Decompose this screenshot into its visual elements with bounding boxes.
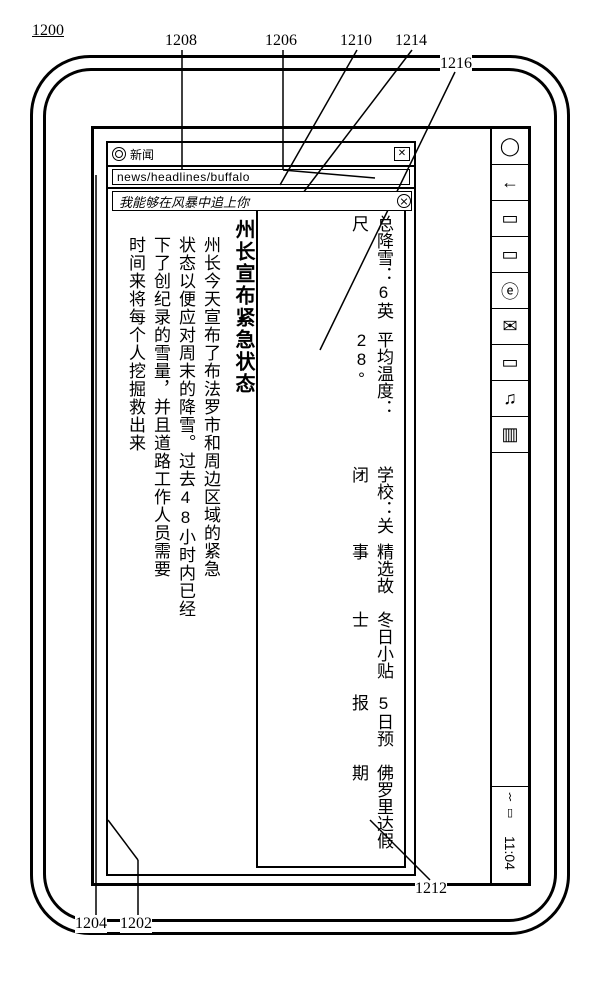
callout-1212: 1212 — [415, 880, 447, 898]
mail-icon[interactable]: ✉ — [492, 309, 528, 345]
titlebar: 新闻 ✕ — [108, 143, 414, 167]
stat-temp: 平均温度：28° — [266, 331, 396, 460]
window-title: 新闻 — [130, 146, 388, 163]
article: 州长宣布紧急状态 州长今天宣布了布法罗市和周边区域的紧急 状态以便应对周末的降雪… — [118, 219, 258, 874]
article-line-4: 时间来将每个人挖掘救出来 — [123, 219, 148, 874]
close-button[interactable]: ✕ — [394, 147, 410, 161]
tray-icons[interactable]: ⌇ ▯ — [492, 787, 528, 823]
article-headline: 州长宣布紧急状态 — [229, 219, 258, 874]
stat-school: 学校：关闭 — [266, 466, 396, 543]
search-bar[interactable]: 我能够在风暴中追上你 — [112, 191, 412, 211]
link-winter-tips[interactable]: 冬日小贴士 — [266, 611, 396, 688]
clear-icon[interactable] — [397, 194, 411, 208]
url-text: news/headlines/buffalo — [117, 170, 250, 184]
chart-icon[interactable]: ▥ — [492, 417, 528, 453]
tablet-bezel-inner: 新闻 ✕ news/headlines/buffalo 我能够在风暴中追上你 州… — [43, 68, 557, 922]
article-line-1: 州长今天宣布了布法罗市和周边区域的紧急 — [198, 219, 223, 874]
link-featured[interactable]: 精选故事 — [266, 543, 396, 605]
clock: 11:04 — [492, 823, 528, 883]
sidebar-panel: 总降雪：6英尺 平均温度：28° 学校：关闭 精选故事 冬日小贴士 5日预报 佛… — [256, 203, 406, 868]
globe-icon — [112, 147, 126, 161]
battery-icon: ▯ — [507, 806, 513, 819]
folder-icon[interactable]: ▭ — [492, 237, 528, 273]
callout-1210: 1210 — [340, 32, 372, 50]
address-bar: news/headlines/buffalo — [108, 167, 414, 189]
browser-window: 新闻 ✕ news/headlines/buffalo 我能够在风暴中追上你 州… — [106, 141, 416, 876]
headphones-icon[interactable]: ♫ — [492, 381, 528, 417]
callout-1202: 1202 — [120, 915, 152, 933]
taskbar: ◯ ← ▭ ▭ ⓔ ✉ ▭ ♫ ▥ ⌇ ▯ 11:04 — [490, 129, 528, 883]
app-icon-1[interactable]: ▭ — [492, 201, 528, 237]
tablet-bezel-outer: 新闻 ✕ news/headlines/buffalo 我能够在风暴中追上你 州… — [30, 55, 570, 935]
wifi-icon: ⌇ — [507, 791, 512, 804]
link-florida[interactable]: 佛罗里达假期 — [266, 764, 396, 857]
taskbar-spacer — [492, 453, 528, 787]
sidebar-stats: 总降雪：6英尺 平均温度：28° 学校：关闭 — [266, 215, 396, 543]
callout-1204: 1204 — [75, 915, 107, 933]
figure-label: 1200 — [32, 22, 64, 40]
callout-1208: 1208 — [165, 32, 197, 50]
article-line-3: 下了创纪录的雪量，并且道路工作人员需要 — [148, 219, 173, 874]
app-icon-2[interactable]: ▭ — [492, 345, 528, 381]
callout-1214: 1214 — [395, 32, 427, 50]
stat-snowfall: 总降雪：6英尺 — [266, 215, 396, 325]
callout-1206: 1206 — [265, 32, 297, 50]
browser-icon[interactable]: ⓔ — [492, 273, 528, 309]
url-field[interactable]: news/headlines/buffalo — [112, 169, 410, 185]
search-placeholder: 我能够在风暴中追上你 — [113, 192, 397, 211]
sidebar-links: 精选故事 冬日小贴士 5日预报 佛罗里达假期 — [266, 543, 396, 856]
article-line-2: 状态以便应对周末的降雪。过去48小时内已经 — [173, 219, 198, 874]
link-forecast[interactable]: 5日预报 — [266, 694, 396, 757]
callout-1216: 1216 — [440, 55, 472, 73]
back-icon[interactable]: ← — [492, 165, 528, 201]
start-icon[interactable]: ◯ — [492, 129, 528, 165]
screen: 新闻 ✕ news/headlines/buffalo 我能够在风暴中追上你 州… — [91, 126, 531, 886]
